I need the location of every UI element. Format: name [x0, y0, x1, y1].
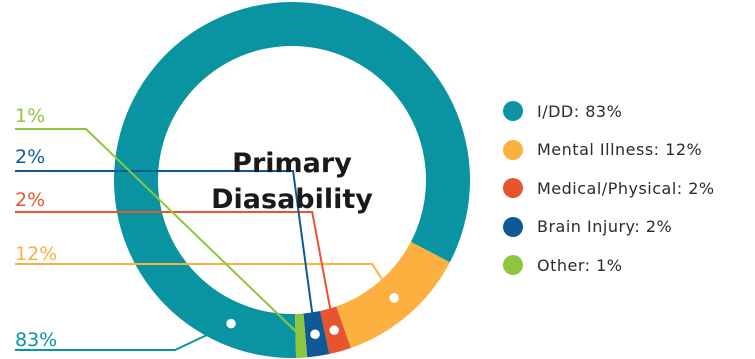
donut-slices: [114, 2, 470, 359]
leader-line-idd: [15, 322, 232, 351]
pct-label-other: 1%: [15, 105, 45, 127]
legend-dot-other: [503, 255, 523, 276]
leader-lines: 83% 12% 2% 2% 1%: [15, 105, 402, 351]
leader-line-mental: [15, 263, 395, 299]
legend-dot-medical-physical: [503, 178, 523, 199]
chart-title-line-2: Diasability: [211, 184, 373, 215]
legend-item-mental-illness: Mental Illness: 12%: [503, 131, 715, 170]
legend-item-medical-physical: Medical/Physical: 2%: [503, 169, 715, 208]
leader-dot-mental: [386, 290, 402, 306]
legend-dot-brain-injury: [503, 216, 523, 237]
pct-label-medical: 2%: [15, 189, 45, 211]
legend-label-mental-illness: Mental Illness: 12%: [537, 140, 703, 160]
chart-legend: I/DD: 83% Mental Illness: 12% Medical/Ph…: [503, 92, 715, 285]
legend-label-medical-physical: Medical/Physical: 2%: [537, 178, 715, 198]
leader-line-medical: [15, 211, 336, 331]
legend-label-brain-injury: Brain Injury: 2%: [537, 217, 673, 237]
pct-label-idd: 83%: [15, 329, 57, 351]
legend-item-brain-injury: Brain Injury: 2%: [503, 208, 715, 247]
leader-dot-idd: [223, 316, 239, 331]
leader-line-brain: [15, 170, 317, 335]
pct-label-brain: 2%: [15, 146, 45, 168]
leader-dot-brain: [307, 327, 323, 342]
pct-label-mental: 12%: [15, 243, 57, 265]
legend-dot-idd: [503, 101, 523, 122]
legend-label-idd: I/DD: 83%: [537, 101, 623, 121]
donut-slice-other: [295, 313, 308, 358]
legend-item-idd: I/DD: 83%: [503, 92, 715, 131]
leader-dot-medical: [326, 322, 342, 338]
legend-item-other: Other: 1%: [503, 246, 715, 285]
leader-line-other: [15, 128, 302, 337]
legend-dot-mental-illness: [503, 139, 523, 160]
legend-label-other: Other: 1%: [537, 255, 623, 275]
chart-title-line-1: Primary: [232, 148, 352, 179]
